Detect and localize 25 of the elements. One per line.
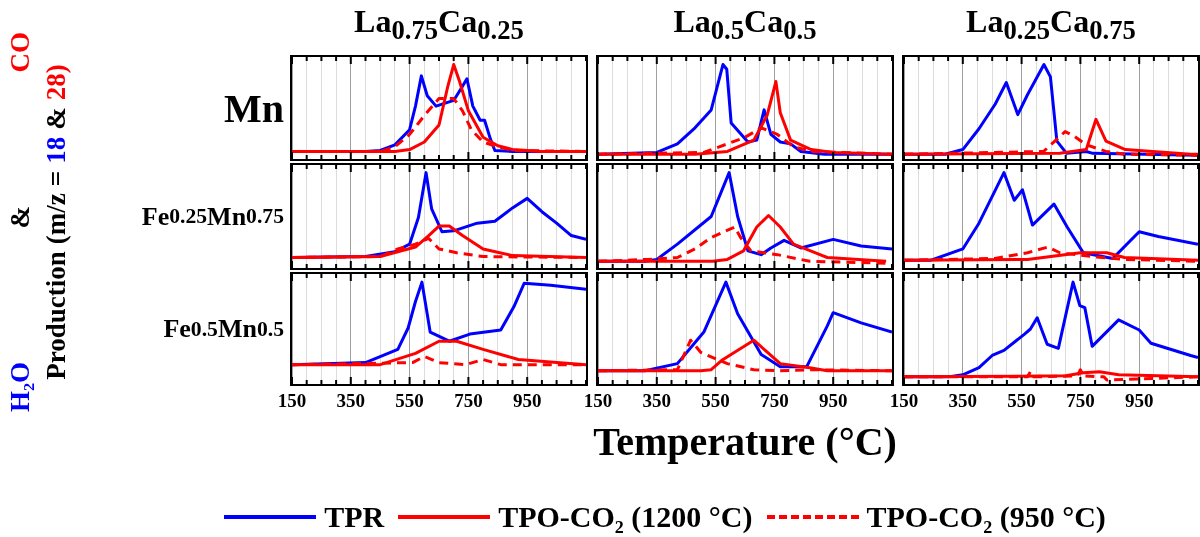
- chart-title: La$_{0.75}$Ca$_{0.25}$: [353, 3, 525, 47]
- x-tick-label: 550: [395, 390, 424, 412]
- x-tick-label: 550: [701, 390, 730, 412]
- x-tick-label: 750: [1066, 390, 1095, 412]
- x-tick-label: 150: [889, 390, 919, 412]
- legend-label: TPO-CO₂ (950 °C): [866, 500, 1106, 534]
- text: Production (m/z = 18 & 28): [40, 64, 72, 380]
- chart-title: La$_{0.25}$Ca$_{0.75}$: [965, 3, 1137, 47]
- x-axis-title: Temperature (°C): [592, 418, 898, 465]
- x-tick-label: 150: [277, 390, 307, 412]
- x-tick-label: 950: [512, 390, 542, 412]
- text: H₂O & CO: [5, 32, 35, 412]
- x-tick-label: 350: [642, 390, 672, 412]
- x-tick-label: 350: [948, 390, 978, 412]
- x-tick-label: 350: [336, 390, 366, 412]
- x-tick-label: 550: [1007, 390, 1036, 412]
- x-tick-label: 750: [760, 390, 789, 412]
- legend-label: TPR: [324, 500, 385, 534]
- chart-title: La$_{0.5}$Ca$_{0.5}$: [672, 3, 818, 47]
- y-axis-title: Mn: [224, 84, 284, 133]
- legend-label: TPO-CO₂ (1200 °C): [498, 500, 753, 534]
- x-tick-label: 750: [454, 390, 483, 412]
- x-tick-label: 150: [583, 390, 613, 412]
- x-tick-label: 950: [1124, 390, 1154, 412]
- x-tick-label: 950: [818, 390, 848, 412]
